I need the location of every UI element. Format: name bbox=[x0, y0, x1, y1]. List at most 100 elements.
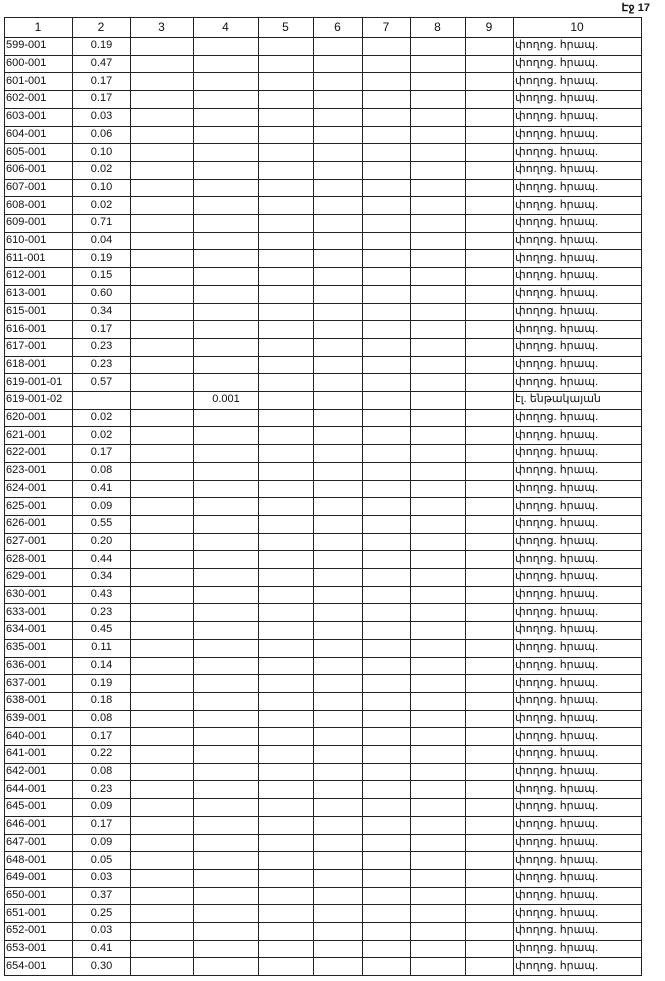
row-line bbox=[4, 851, 642, 852]
area-value: 0.08 bbox=[90, 711, 113, 724]
land-use: փողոց. հրապ. bbox=[515, 729, 599, 742]
row-line bbox=[4, 179, 642, 180]
parcel-id: 602-001 bbox=[6, 92, 47, 105]
column-line bbox=[465, 17, 466, 975]
parcel-id: 615-001 bbox=[6, 304, 47, 317]
area-value: 0.05 bbox=[90, 853, 113, 866]
area-value: 0.04 bbox=[90, 234, 113, 247]
land-use: փողոց. հրապ. bbox=[515, 888, 599, 901]
row-line bbox=[4, 887, 642, 888]
row-line bbox=[4, 603, 642, 604]
row-line bbox=[4, 480, 642, 481]
row-line bbox=[4, 356, 642, 357]
header-cell: 4 bbox=[222, 20, 229, 34]
land-use: փողոց. հրապ. bbox=[515, 180, 599, 193]
header-cell: 9 bbox=[485, 20, 493, 34]
land-use: փողոց. հրապ. bbox=[515, 357, 599, 370]
area-value: 0.43 bbox=[90, 588, 113, 601]
land-use: փողոց. հրապ. bbox=[515, 552, 599, 565]
area-value: 0.25 bbox=[90, 906, 113, 919]
header-cell: 3 bbox=[158, 20, 165, 34]
row-line bbox=[4, 922, 642, 923]
area-value: 0.02 bbox=[90, 428, 113, 441]
parcel-id: 639-001 bbox=[6, 711, 47, 724]
land-use: փողոց. հրապ. bbox=[515, 871, 599, 884]
parcel-id: 601-001 bbox=[6, 74, 47, 87]
column-line bbox=[130, 17, 131, 975]
parcel-id: 619-001-01 bbox=[6, 375, 63, 388]
land-use: փողոց. հրապ. bbox=[515, 623, 599, 636]
parcel-id: 654-001 bbox=[6, 959, 47, 972]
land-use: փողոց. հրապ. bbox=[515, 234, 599, 247]
land-use: փողոց. հրապ. bbox=[515, 375, 599, 388]
land-use: փողոց. հրապ. bbox=[515, 481, 599, 494]
parcel-id: 608-001 bbox=[6, 198, 47, 211]
area-value: 0.23 bbox=[90, 357, 113, 370]
land-use: փողոց. հրապ. bbox=[515, 304, 599, 317]
area-value: 0.17 bbox=[90, 74, 113, 87]
row-line bbox=[4, 975, 642, 976]
row-line bbox=[4, 710, 642, 711]
area-value: 0.17 bbox=[90, 92, 113, 105]
parcel-id: 636-001 bbox=[6, 658, 47, 671]
row-line bbox=[4, 391, 642, 392]
row-line bbox=[4, 55, 642, 56]
area-value: 0.57 bbox=[90, 375, 113, 388]
area-value: 0.45 bbox=[90, 623, 113, 636]
row-line bbox=[4, 568, 642, 569]
area-value: 0.08 bbox=[90, 765, 113, 778]
parcel-id: 651-001 bbox=[6, 906, 47, 919]
area-value: 0.02 bbox=[90, 163, 113, 176]
row-line bbox=[4, 834, 642, 835]
row-line bbox=[4, 232, 642, 233]
header-cell: 7 bbox=[382, 20, 390, 34]
area-value: 0.09 bbox=[90, 800, 113, 813]
area-value: 0.60 bbox=[90, 287, 113, 300]
area-value: 0.11 bbox=[91, 641, 112, 654]
area-value: 0.71 bbox=[90, 216, 113, 229]
parcel-id: 624-001 bbox=[6, 481, 47, 494]
parcel-id: 604-001 bbox=[6, 127, 47, 140]
column-line bbox=[362, 17, 363, 975]
land-use: փողոց. հրապ. bbox=[515, 835, 599, 848]
parcel-id: 618-001 bbox=[6, 357, 47, 370]
row-line bbox=[4, 940, 642, 941]
land-use: փողոց. հրապ. bbox=[515, 216, 599, 229]
row-line bbox=[4, 373, 642, 374]
land-use: փողոց. հրապ. bbox=[515, 322, 599, 335]
row-line bbox=[4, 904, 642, 905]
land-use: փողոց. հրապ. bbox=[515, 517, 599, 530]
row-line bbox=[4, 639, 642, 640]
row-line bbox=[4, 727, 642, 728]
land-use: փողոց. հրապ. bbox=[515, 446, 599, 459]
area-value: 0.17 bbox=[90, 818, 113, 831]
land-use: փողոց. հրապ. bbox=[515, 428, 599, 441]
parcel-id: 644-001 bbox=[6, 782, 47, 795]
header-cell: 6 bbox=[334, 20, 341, 34]
land-use: փողոց. հրապ. bbox=[515, 765, 599, 778]
area-value: 0.20 bbox=[90, 534, 113, 547]
parcel-id: 638-001 bbox=[6, 694, 47, 707]
row-line bbox=[4, 780, 642, 781]
parcel-id: 620-001 bbox=[6, 411, 47, 424]
column-line bbox=[313, 17, 314, 975]
land-use: փողոց. հրապ. bbox=[515, 39, 599, 52]
area-value: 0.44 bbox=[90, 552, 113, 565]
row-line bbox=[4, 533, 642, 534]
land-use: փողոց. հրապ. bbox=[515, 641, 599, 654]
parcel-id: 600-001 bbox=[6, 57, 47, 70]
header-cell: 1 bbox=[34, 20, 42, 34]
area-value: 0.09 bbox=[90, 835, 113, 848]
land-use: փողոց. հրապ. bbox=[515, 570, 599, 583]
parcel-id: 626-001 bbox=[6, 517, 47, 530]
parcel-id: 616-001 bbox=[6, 322, 47, 335]
row-line bbox=[4, 214, 642, 215]
row-line bbox=[4, 320, 642, 321]
land-use: փողոց. հրապ. bbox=[515, 818, 599, 831]
area-value: 0.34 bbox=[90, 304, 113, 317]
row-line bbox=[4, 303, 642, 304]
land-use: փողոց. հրապ. bbox=[515, 711, 599, 724]
header-cell: 5 bbox=[282, 20, 289, 34]
row-line bbox=[4, 745, 642, 746]
